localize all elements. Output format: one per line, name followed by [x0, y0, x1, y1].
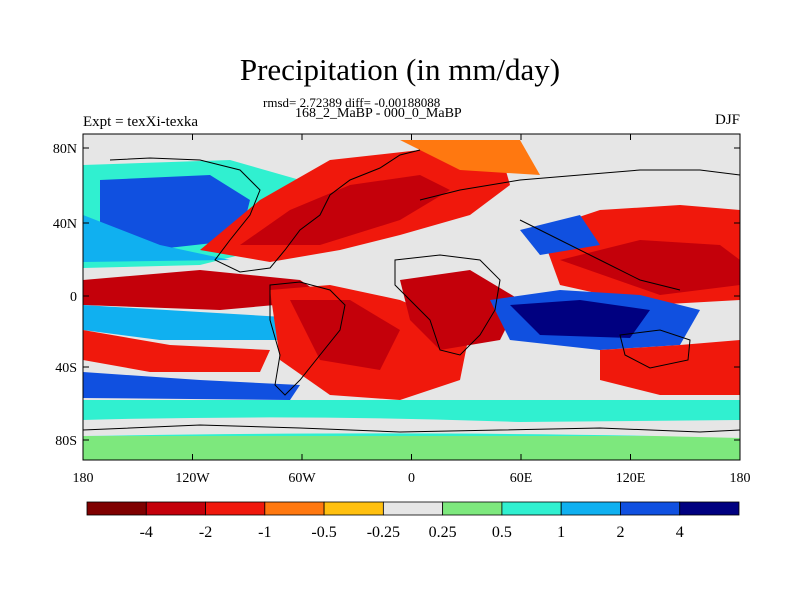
colorbar-swatch	[442, 501, 503, 516]
field-band-south-gray	[83, 417, 740, 438]
coastline-australia	[619, 329, 691, 369]
field-indian-ocean-navy	[510, 300, 650, 338]
colorbar-swatch	[323, 501, 384, 516]
colorbar-label: -0.5	[311, 524, 336, 541]
coastline-antarctica	[83, 424, 740, 433]
map-title: Precipitation (in mm/day)	[239, 52, 561, 87]
field-south-america-darkred	[290, 300, 400, 370]
colorbar-label: 0.5	[492, 524, 512, 541]
field-arctic-orange	[400, 140, 540, 175]
coastline-north-america	[109, 149, 421, 273]
field-africa-darkred	[400, 270, 520, 350]
field-south-pacific-blue	[83, 372, 300, 400]
field-pacific-cyan	[83, 215, 230, 262]
colorbar-label: -2	[199, 524, 212, 541]
map-field	[83, 134, 740, 460]
colorbar-label: 1	[557, 524, 565, 541]
colorbar-swatch	[205, 501, 266, 516]
season-label: DJF	[714, 112, 740, 128]
colorbar-swatch	[501, 501, 562, 516]
lat-ticks: 80N 40N 0 40S 80S	[53, 142, 740, 449]
lon-tick-label: 180	[730, 471, 751, 486]
colorbar-swatch	[382, 501, 444, 516]
experiment-label: Expt = texXi-texka	[83, 114, 199, 130]
lon-ticks: 180 120W 60W 0 60E 120E 180	[73, 134, 751, 486]
colorbar-label: -0.25	[367, 524, 400, 541]
field-equatorial-cyan	[83, 305, 300, 340]
colorbar-label: 0.25	[429, 524, 457, 541]
lon-tick-label: 120W	[175, 471, 210, 486]
colorbar: -4 -2 -1 -0.5 -0.25 0.25 0.5 1 2 4	[86, 501, 740, 541]
field-south-pacific-red	[83, 330, 270, 372]
lat-tick-label: 40N	[53, 217, 77, 232]
coastline-south-america	[269, 281, 346, 396]
coastlines	[83, 149, 740, 433]
lat-tick-label: 40S	[55, 361, 77, 376]
field-asia-blue	[520, 215, 600, 255]
lon-tick-label: 180	[73, 471, 94, 486]
field-asia-darkred	[560, 240, 740, 295]
colorbar-label: -1	[258, 524, 271, 541]
field-north-atlantic-darkred	[240, 175, 450, 245]
field-equatorial-darkred	[83, 270, 330, 310]
stats-subtitle: rmsd= 2.72389 diff= -0.00188088	[263, 95, 441, 110]
coastline-africa	[394, 254, 501, 356]
field-south-indian-red	[600, 340, 740, 395]
period-subtitle: 168_2_MaBP - 000_0_MaBP	[295, 106, 462, 121]
lat-tick-label: 0	[70, 290, 77, 305]
colorbar-swatch	[86, 501, 147, 516]
lon-tick-label: 0	[408, 471, 415, 486]
colorbar-swatch	[679, 501, 740, 516]
field-north-pacific-blue	[100, 175, 250, 250]
lon-tick-label: 120E	[616, 471, 646, 486]
colorbar-swatch	[145, 501, 206, 516]
colorbar-swatch	[620, 501, 681, 516]
colorbar-label: 2	[616, 524, 624, 541]
colorbar-label: 4	[676, 524, 684, 541]
lon-tick-label: 60W	[288, 471, 316, 486]
colorbar-swatch	[560, 501, 621, 516]
colorbar-swatch	[264, 501, 325, 516]
lat-tick-label: 80N	[53, 142, 77, 157]
lat-tick-label: 80S	[55, 434, 77, 449]
lon-tick-label: 60E	[510, 471, 533, 486]
coastline-eurasia	[419, 169, 740, 291]
colorbar-label: -4	[140, 524, 153, 541]
